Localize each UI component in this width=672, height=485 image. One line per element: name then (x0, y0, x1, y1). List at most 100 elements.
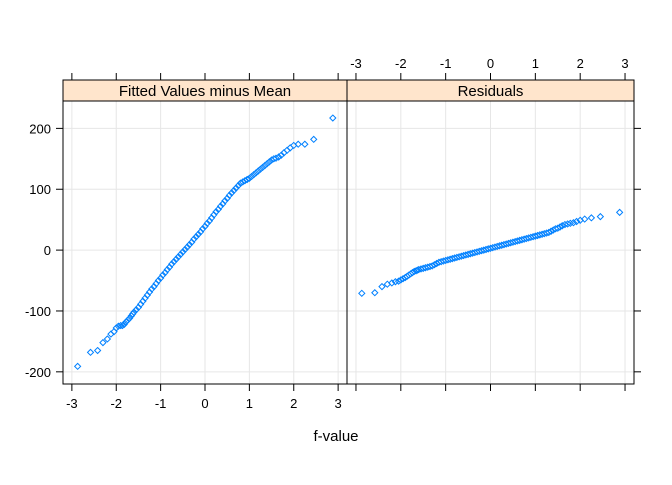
data-point (116, 321, 125, 330)
x-tick-label: 2 (577, 56, 584, 71)
data-point (136, 300, 145, 308)
data-point (179, 248, 187, 256)
data-point (73, 362, 82, 371)
data-point (258, 163, 267, 172)
data-point (371, 289, 379, 297)
data-point (207, 214, 216, 222)
x-tick-label: 2 (290, 396, 297, 411)
data-point (554, 224, 562, 232)
data-point (86, 348, 95, 357)
data-point (563, 220, 572, 228)
data-point (413, 266, 422, 274)
data-point (172, 255, 180, 263)
x-tick-label: 3 (621, 56, 628, 71)
panel-strips: Fitted Values minus Mean Residuals (62, 79, 635, 102)
data-point (274, 153, 283, 161)
x-tick-label: 0 (487, 56, 494, 71)
data-point (118, 321, 127, 330)
data-point (93, 346, 102, 355)
data-point (161, 268, 169, 277)
data-point (241, 177, 249, 185)
data-point (219, 200, 227, 208)
data-point (143, 291, 152, 299)
data-point (256, 165, 265, 173)
x-tick-label: -2 (110, 396, 122, 411)
data-point (596, 212, 605, 221)
data-point (615, 208, 624, 217)
data-point (176, 250, 185, 259)
data-point (254, 167, 262, 175)
data-point (181, 245, 189, 254)
data-point (154, 276, 163, 285)
y-tick-label: 200 (29, 121, 51, 136)
data-point (569, 219, 578, 227)
data-point (227, 189, 236, 197)
panel-title: Fitted Values minus Mean (119, 83, 291, 100)
data-point (194, 230, 203, 238)
data-point (205, 217, 214, 225)
data-point (190, 235, 198, 243)
data-point (163, 265, 171, 274)
data-point (120, 320, 128, 329)
data-point (301, 140, 309, 148)
data-point (556, 223, 564, 231)
x-tick-label: -3 (350, 56, 362, 71)
data-point (201, 222, 209, 231)
data-point (196, 228, 205, 236)
data-point (122, 318, 130, 326)
data-point (174, 253, 183, 261)
data-point (261, 161, 269, 170)
data-point (165, 263, 174, 271)
data-point (130, 308, 138, 316)
data-point (566, 219, 575, 228)
data-point (329, 114, 337, 122)
x-tick-label: -3 (66, 396, 78, 411)
gridlines (63, 101, 634, 384)
data-point (388, 279, 396, 287)
data-point (125, 314, 134, 322)
data-point (212, 208, 220, 216)
data-point (234, 181, 242, 190)
x-tick-label: -1 (440, 56, 452, 71)
data-point (103, 335, 112, 343)
data-point (358, 289, 366, 298)
data-point (145, 288, 154, 296)
data-point (124, 316, 132, 324)
data-point (263, 159, 271, 168)
data-point (99, 338, 107, 347)
data-point (152, 279, 160, 288)
data-point (245, 174, 254, 182)
data-point (168, 260, 176, 268)
y-tick-label: -100 (25, 304, 51, 319)
data-point (159, 271, 167, 279)
x-tick-label: 3 (335, 396, 342, 411)
data-point (378, 282, 386, 291)
y-tick-label: 0 (44, 243, 51, 258)
data-point (232, 184, 240, 192)
data-point (587, 214, 596, 222)
x-tick-label: -1 (155, 396, 167, 411)
data-point (545, 228, 553, 237)
data-point (580, 215, 589, 223)
data-point (221, 197, 229, 205)
x-tick-label: -2 (395, 56, 407, 71)
points-layer (73, 114, 624, 371)
data-point (239, 178, 247, 186)
data-point (185, 240, 194, 249)
data-point (243, 175, 251, 184)
data-point (265, 158, 274, 166)
data-point (310, 135, 318, 144)
data-point (214, 205, 223, 214)
data-point (187, 238, 196, 246)
data-point (247, 172, 256, 181)
data-point (132, 306, 140, 314)
data-point (428, 262, 436, 270)
data-point (139, 297, 147, 305)
data-point (148, 285, 156, 293)
data-point (192, 233, 200, 241)
data-point (572, 217, 581, 226)
data-point (128, 310, 137, 318)
data-point (203, 219, 211, 228)
